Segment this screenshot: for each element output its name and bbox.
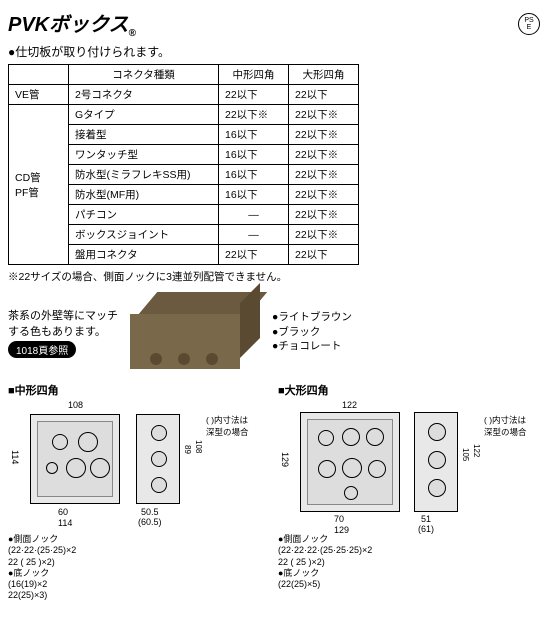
- large-side-view: [414, 412, 458, 512]
- th-type: コネクタ種類: [69, 65, 219, 85]
- connector-table: コネクタ種類 中形四角 大形四角 VE管2号コネクタ22以下22以下 CD管 P…: [8, 64, 359, 265]
- pse-mark: PSE: [518, 13, 540, 35]
- dim-label: 51 (61): [418, 514, 434, 534]
- medium-title: ■中形四角: [8, 382, 270, 398]
- dim-label: 108: [68, 400, 83, 410]
- large-front-view: [300, 412, 400, 512]
- dim-label: 122: [342, 400, 357, 410]
- dim-label: 89: [183, 445, 192, 454]
- medium-specs: ●側面ノック (22·22·(25·25)×2 22 ( 25 )×2) ●底ノ…: [8, 534, 270, 602]
- dim-label: 50.5 (60.5): [138, 507, 162, 527]
- large-specs: ●側面ノック (22·22·22·(25·25·25)×2 22 ( 25 )×…: [278, 534, 540, 590]
- th-large: 大形四角: [289, 65, 359, 85]
- dim-label: 60: [58, 507, 68, 517]
- page-title: PVKボックス®: [8, 8, 136, 39]
- color-note: 茶系の外壁等にマッチ する色もあります。: [8, 307, 118, 339]
- medium-front-view: [30, 414, 120, 504]
- dim-label: 114: [10, 450, 20, 464]
- color-list: ●ライトブラウン ●ブラック ●チョコレート: [272, 310, 352, 354]
- table-row: CD管 PF管 Gタイプ22以下※22以下※: [9, 105, 359, 125]
- paren-note: ( )内寸法は 深型の場合: [206, 414, 249, 438]
- page-ref-badge: 1018頁参照: [8, 341, 76, 358]
- paren-note: ( )内寸法は 深型の場合: [484, 414, 527, 438]
- th-blank: [9, 65, 69, 85]
- dim-label: 105: [461, 448, 470, 461]
- dim-label: 114: [58, 518, 72, 528]
- table-footnote: ※22サイズの場合、側面ノックに3連並列配管できません。: [8, 269, 540, 284]
- table-row: VE管2号コネクタ22以下22以下: [9, 85, 359, 105]
- bullet-note: ●仕切板が取り付けられます。: [8, 43, 540, 60]
- th-medium: 中形四角: [219, 65, 289, 85]
- medium-side-view: [136, 414, 180, 504]
- dim-label: 70: [334, 514, 344, 524]
- dim-label: 129: [280, 452, 290, 467]
- dim-label: 122: [472, 444, 481, 457]
- large-title: ■大形四角: [278, 382, 540, 398]
- dim-label: 129: [334, 525, 349, 535]
- product-3d-illustration: [130, 292, 260, 372]
- dim-label: 108: [194, 440, 203, 453]
